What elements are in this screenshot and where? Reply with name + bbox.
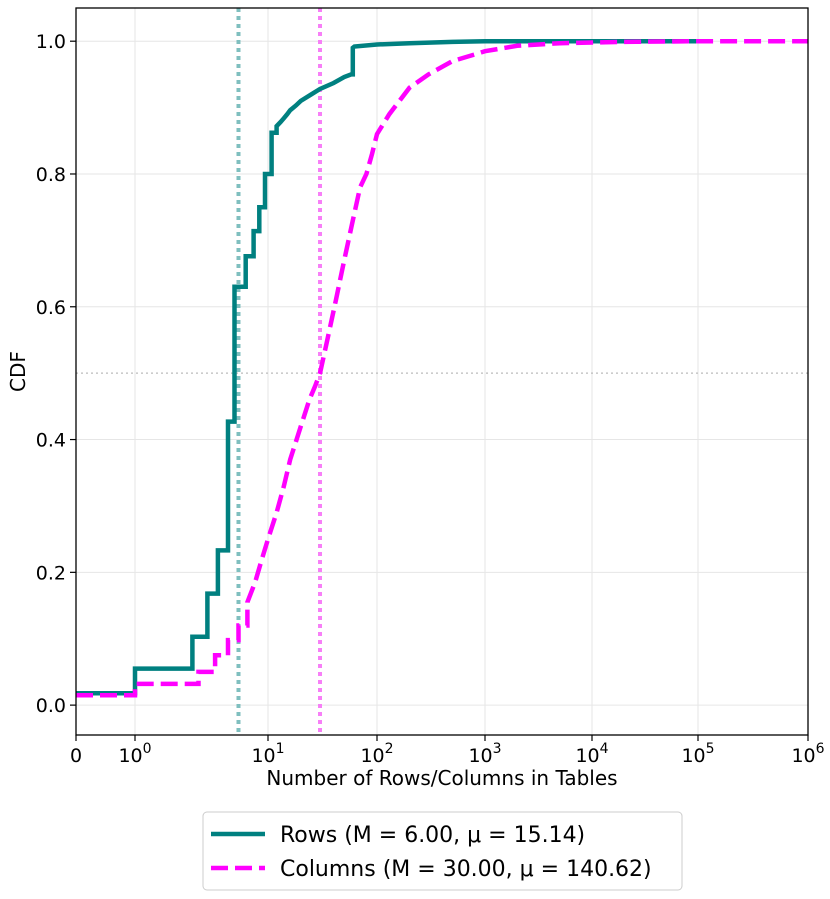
grid-lines — [75, 8, 809, 735]
legend-box — [202, 811, 683, 891]
y-tick-label: 0.2 — [36, 562, 66, 584]
columns-cdf-line — [76, 38, 808, 698]
x-tick-label: 102 — [360, 741, 393, 767]
x-tick-label: 106 — [791, 741, 824, 767]
x-axis-label: Number of Rows/Columns in Tables — [266, 766, 617, 790]
y-tick-label: 0.6 — [36, 297, 66, 319]
y-tick-label: 1.0 — [36, 31, 66, 53]
x-tick-label: 101 — [251, 741, 284, 767]
x-tick-label: 0 — [70, 745, 82, 767]
series-lines — [76, 38, 808, 698]
x-tick-label: 100 — [118, 741, 151, 767]
y-tick-label: 0.8 — [36, 164, 66, 186]
columns-legend-label: Columns (M = 30.00, μ = 140.62) — [280, 857, 652, 882]
x-tick-label: 104 — [575, 741, 608, 767]
axis-ticks: 0 100 101 102 103 104 105 106 0.0 0.2 0.4 0.6 0.8 1.0 — [36, 31, 825, 767]
y-tick-label: 0.0 — [36, 695, 66, 717]
x-tick-label: 103 — [468, 741, 501, 767]
y-axis-label: CDF — [6, 351, 30, 392]
y-tick-label: 0.4 — [36, 430, 66, 452]
plot-frame — [75, 7, 809, 736]
x-tick-label: 105 — [681, 741, 714, 767]
legend: Rows (M = 6.00, μ = 15.14) Columns (M = 3… — [202, 811, 683, 891]
rows-legend-label: Rows (M = 6.00, μ = 15.14) — [280, 823, 585, 848]
rows-cdf-line — [76, 38, 698, 696]
